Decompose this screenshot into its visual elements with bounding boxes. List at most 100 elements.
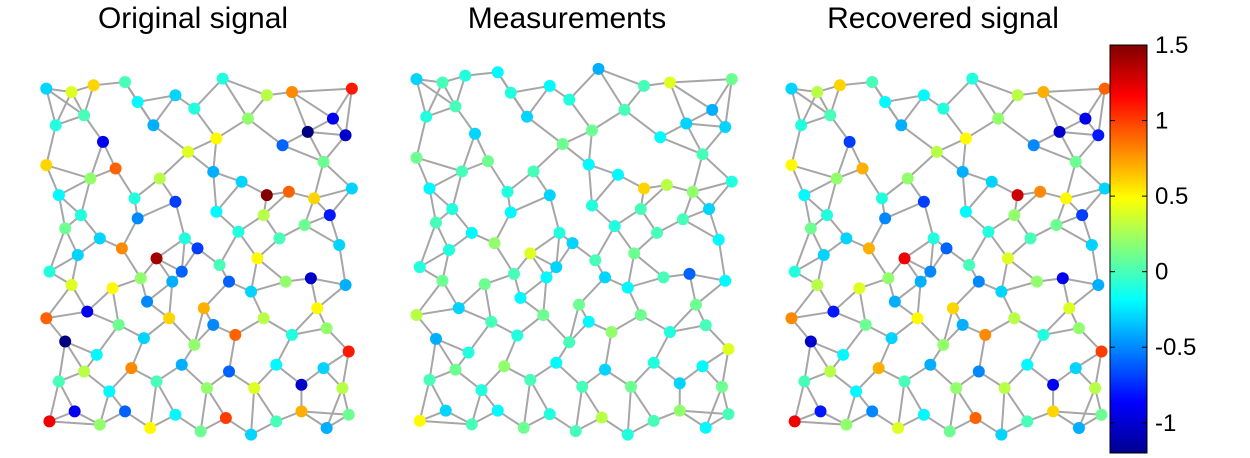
graph-edge — [338, 244, 347, 286]
graph-edge — [222, 77, 268, 97]
graph-node — [163, 312, 176, 325]
graph-edge — [623, 109, 661, 138]
graph-edge — [717, 239, 727, 281]
graph-node — [1021, 415, 1034, 428]
graph-node — [540, 271, 553, 284]
graph-node — [1063, 302, 1076, 315]
graph-node — [109, 162, 122, 175]
graph-node — [65, 85, 78, 98]
graph-node — [995, 428, 1008, 441]
graph-edge — [199, 387, 208, 432]
graph-edge — [669, 304, 697, 333]
graph-node — [270, 358, 283, 371]
graph-node — [1050, 219, 1063, 232]
graph-node — [320, 422, 333, 435]
graph-edge — [1055, 224, 1093, 246]
graph-node — [345, 182, 358, 195]
graph-node — [241, 112, 254, 125]
graph-node — [501, 185, 514, 198]
graph-node — [722, 408, 735, 421]
graph-edge — [627, 276, 664, 289]
graph-node — [97, 135, 109, 148]
graph-edge — [669, 324, 706, 334]
graph-node — [527, 165, 540, 178]
graph-node — [563, 93, 576, 106]
graph-edge — [604, 331, 613, 370]
graph-edge — [1078, 387, 1097, 429]
graph-edge — [49, 420, 100, 426]
graph-node — [995, 285, 1008, 298]
graph-node — [128, 192, 141, 205]
graph-node — [814, 405, 827, 418]
graph-node — [245, 285, 258, 298]
graph-node — [569, 425, 582, 438]
graph-edge — [483, 284, 493, 322]
graph-edge — [835, 141, 851, 179]
graph-node — [634, 202, 647, 215]
graph-node — [273, 232, 286, 245]
graph-node — [342, 408, 355, 421]
graph-node — [853, 282, 866, 295]
graph-edge — [598, 67, 645, 87]
graph-node — [582, 158, 595, 171]
graph-edge — [594, 225, 616, 261]
graph-edge — [1065, 161, 1077, 199]
graph-node — [336, 382, 349, 395]
graph-edge — [522, 379, 532, 428]
graph-node — [235, 175, 248, 188]
graph-edge — [1043, 327, 1080, 336]
panel-title-recovered: Recovered signal — [827, 2, 1059, 35]
graph-node — [673, 404, 686, 417]
graph-edge — [48, 228, 67, 272]
graph-node — [248, 382, 261, 395]
graph-edge — [1000, 388, 1006, 435]
graph-node — [956, 165, 969, 178]
graph-node — [301, 125, 314, 138]
graph-edge — [916, 317, 944, 346]
graph-node — [49, 119, 62, 132]
graph-edge — [1062, 277, 1099, 286]
graph-edge — [532, 143, 564, 173]
graph-edge — [419, 419, 472, 426]
graph-edge — [493, 242, 515, 275]
graph-edge — [301, 410, 349, 416]
graph-node — [423, 182, 436, 195]
graph-node — [586, 124, 598, 137]
graph-edge — [526, 115, 564, 145]
graph-edge — [952, 280, 980, 309]
graph-edge — [215, 181, 243, 213]
graph-node — [320, 322, 333, 335]
graph-node — [93, 232, 106, 245]
graph-node — [188, 338, 201, 351]
graph-node — [78, 365, 91, 378]
graph-node — [169, 195, 182, 208]
graph-node — [716, 380, 728, 393]
graph-edge — [626, 386, 632, 435]
graph-edge — [961, 171, 967, 212]
graph-edge — [669, 82, 688, 124]
graph-node — [625, 380, 637, 393]
graph-node — [87, 79, 100, 92]
graph-node — [137, 332, 150, 345]
graph-node — [998, 382, 1011, 395]
graph-node — [677, 213, 689, 226]
graph-edge — [689, 272, 726, 282]
graph-node — [811, 85, 824, 98]
graph-node — [511, 329, 524, 342]
graph-node — [696, 148, 709, 161]
graph-node — [1037, 328, 1050, 341]
graph-edge — [591, 109, 626, 132]
graph-edge — [948, 387, 958, 432]
graph-edge — [137, 94, 176, 103]
graph-node — [1079, 112, 1092, 125]
graph-node — [71, 249, 84, 261]
graph-node — [232, 225, 245, 238]
graph-edge — [152, 124, 189, 153]
graph-node — [1008, 209, 1021, 222]
graph-node — [188, 102, 201, 115]
graph-node — [1047, 378, 1060, 391]
graph-edge — [679, 409, 729, 416]
graph-node — [1021, 358, 1034, 371]
graph-node — [84, 172, 97, 185]
graph-node — [175, 265, 188, 278]
